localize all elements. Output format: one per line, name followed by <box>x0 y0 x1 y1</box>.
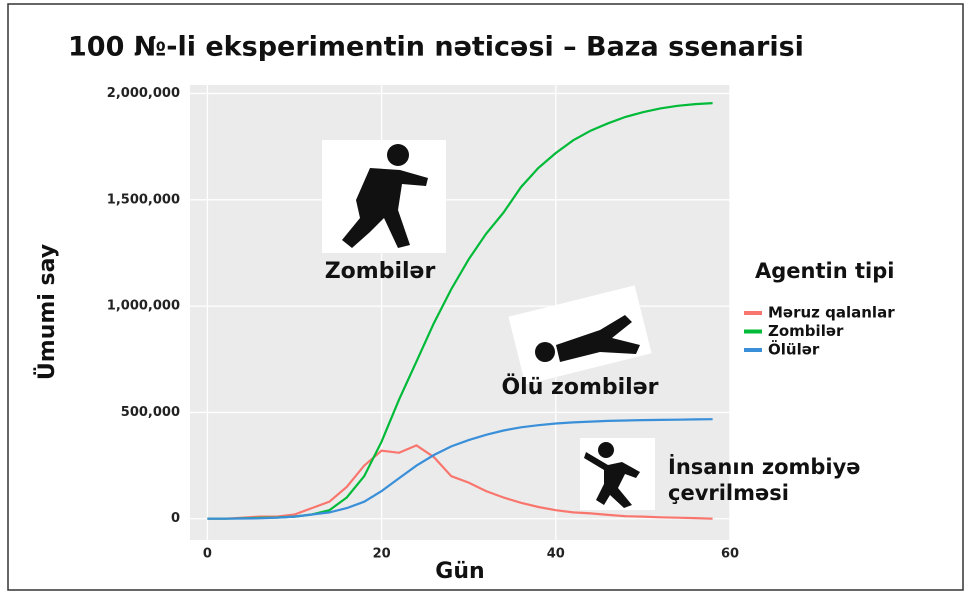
x-tick-label: 20 <box>373 547 391 562</box>
y-axis-label: Ümumi say <box>34 244 60 380</box>
legend-label: Ölülər <box>768 340 820 359</box>
legend-label: Məruz qalanlar <box>768 304 895 322</box>
chart: 100 №-li eksperimentin nəticəsi – Baza s… <box>0 0 971 594</box>
y-tick-label: 2,000,000 <box>107 86 180 101</box>
y-tick-label: 1,500,000 <box>107 192 180 207</box>
annotation: Zombilər <box>325 259 436 284</box>
legend-title: Agentin tipi <box>755 259 894 283</box>
y-tick-label: 500,000 <box>121 405 180 420</box>
annotation: çevrilməsi <box>668 481 789 505</box>
x-axis-label: Gün <box>435 559 484 584</box>
x-tick-label: 0 <box>203 547 212 562</box>
y-tick-label: 0 <box>171 511 180 526</box>
x-tick-label: 60 <box>721 547 739 562</box>
legend-label: Zombilər <box>768 322 844 340</box>
chart-title: 100 №-li eksperimentin nəticəsi – Baza s… <box>68 32 804 63</box>
zombie-icon <box>322 140 446 253</box>
annotation: İnsanın zombiyə <box>668 454 861 479</box>
y-tick-label: 1,000,000 <box>107 299 180 314</box>
annotation: Ölü zombilər <box>501 374 658 400</box>
human-icon <box>580 438 655 510</box>
x-tick-label: 40 <box>547 547 565 562</box>
